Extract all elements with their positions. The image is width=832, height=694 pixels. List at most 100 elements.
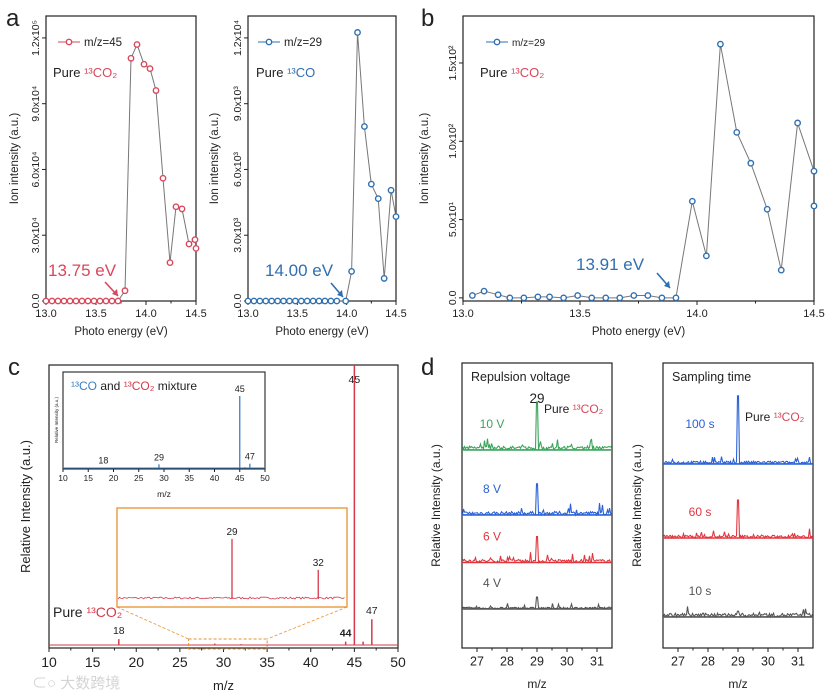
data-point (327, 297, 335, 305)
peak-label: 45 (349, 374, 361, 386)
data-point (506, 294, 514, 302)
data-point (794, 119, 802, 127)
legend-marker (265, 38, 273, 46)
x-tick-label: 25 (172, 654, 188, 670)
panel-letter: a (6, 5, 20, 32)
watermark-logo: ⊂○ 大数跨境 (32, 674, 120, 692)
data-point (146, 65, 154, 73)
data-point (133, 41, 141, 48)
x-tick-label: 40 (210, 473, 220, 483)
data-point (658, 294, 666, 302)
sample-label: Pure ¹³CO₂ (745, 410, 805, 424)
x-tick-label: 50 (260, 473, 270, 483)
chart-panel-d1: 27 28 29 30 31 m/z Relative Intensity (a.u.) Re… (429, 362, 613, 691)
data-point (342, 297, 350, 305)
data-point (810, 202, 818, 210)
spectrum-trace (663, 395, 813, 465)
spectrum-trace (461, 483, 612, 517)
x-axis-label: Photo energy (eV) (592, 326, 686, 338)
x-axis-label: Photo energy (eV) (74, 326, 168, 338)
data-point (494, 291, 502, 299)
x-tick-label: 13.5 (287, 308, 308, 320)
x-tick-label: 30 (216, 654, 232, 670)
data-point (574, 292, 582, 299)
title-part: ¹³CO (71, 379, 97, 393)
plot-frame (662, 362, 814, 649)
data-point (108, 297, 116, 305)
sample-species: ¹³CO (287, 65, 315, 80)
zoom-connector (266, 606, 348, 640)
y-axis-label: Ion intensity (a.u.) (419, 113, 431, 205)
peak-label: 44 (340, 628, 352, 640)
threshold-annotation: 13.91 eV (576, 255, 645, 274)
x-tick-label: 14.5 (803, 308, 824, 320)
x-tick-label: 28 (500, 655, 514, 669)
zoom-connector (116, 606, 189, 640)
sample-prefix: Pure (544, 402, 573, 416)
arrow-head-icon (112, 289, 118, 296)
data-point (480, 287, 488, 295)
panel-title: Repulsion voltage (471, 370, 570, 384)
x-tick-label: 13.5 (85, 308, 106, 320)
data-point (672, 294, 680, 302)
peak-label: 18 (98, 456, 108, 466)
arrow-head-icon (664, 281, 670, 288)
data-point (121, 287, 129, 295)
x-axis-label: Photo energy (eV) (275, 326, 369, 338)
y-tick-label: 5.0x10¹ (447, 202, 459, 238)
data-point (268, 297, 276, 305)
x-tick-label: 10 (58, 473, 68, 483)
data-point (54, 297, 62, 305)
x-tick-label: 25 (134, 473, 144, 483)
x-tick-label: 50 (390, 654, 406, 670)
sample-prefix: Pure (53, 604, 86, 620)
sample-prefix: Pure (256, 65, 287, 80)
data-point (280, 297, 287, 305)
data-point (48, 297, 56, 305)
sample-label: Pure ¹³CO₂ (544, 402, 604, 416)
data-point (159, 174, 167, 182)
data-point (262, 297, 270, 305)
zoom-region-box (188, 638, 268, 650)
trace-label: 10 s (689, 584, 712, 598)
x-tick-label: 10 (41, 654, 57, 670)
sample-species: ¹³CO₂ (84, 65, 117, 80)
x-tick-label: 45 (235, 473, 245, 483)
y-axis-label: Relative Intensity (a.u.) (54, 396, 59, 443)
x-tick-label: 13.0 (452, 308, 473, 320)
title-part: and (97, 379, 124, 393)
trace-label: 4 V (483, 576, 501, 590)
y-tick-label: 6.0x10³ (232, 151, 244, 187)
x-tick-label: 31 (791, 655, 805, 669)
sample-label: Pure ¹³CO₂ (480, 65, 544, 80)
x-tick-label: 28 (701, 655, 715, 669)
peak-label: 18 (113, 625, 125, 637)
y-tick-label: 0.0 (30, 294, 42, 309)
x-axis-label: m/z (157, 489, 171, 499)
x-tick-label: 35 (259, 654, 275, 670)
y-axis-label: Relative Intensity (a.u.) (18, 440, 33, 573)
title-part: ¹³CO₂ (124, 379, 155, 393)
data-point (733, 128, 741, 136)
peak-label: 29 (154, 452, 164, 462)
x-tick-label: 14.5 (185, 308, 206, 320)
data-point (560, 294, 568, 302)
y-tick-label: 1.5x10² (447, 45, 459, 81)
chart-panel-a2: 13.0 13.5 14.0 14.5 0.0 3.0x10³ 6.0x10³ 9.0x10³… (209, 15, 407, 338)
trace-label: 60 s (689, 505, 712, 519)
chart-panel-a1: 13.0 13.5 14.0 14.5 0.0 3.0x10⁴ 6.0x10⁴ 9.0x10⁴… (9, 15, 207, 338)
data-point (333, 297, 341, 305)
y-tick-label: 3.0x10⁴ (30, 217, 42, 253)
y-tick-label: 1.2x10⁵ (30, 20, 42, 56)
peak-label: 32 (313, 558, 325, 569)
peak-label: 45 (235, 384, 245, 394)
sample-species: ¹³CO₂ (774, 410, 805, 424)
x-tick-label: 30 (159, 473, 169, 483)
x-tick-label: 31 (590, 655, 604, 669)
data-point (191, 236, 199, 244)
x-tick-label: 27 (470, 655, 484, 669)
data-point (172, 203, 180, 211)
threshold-annotation: 14.00 eV (265, 261, 334, 280)
data-point (127, 54, 135, 62)
data-point (140, 60, 148, 68)
